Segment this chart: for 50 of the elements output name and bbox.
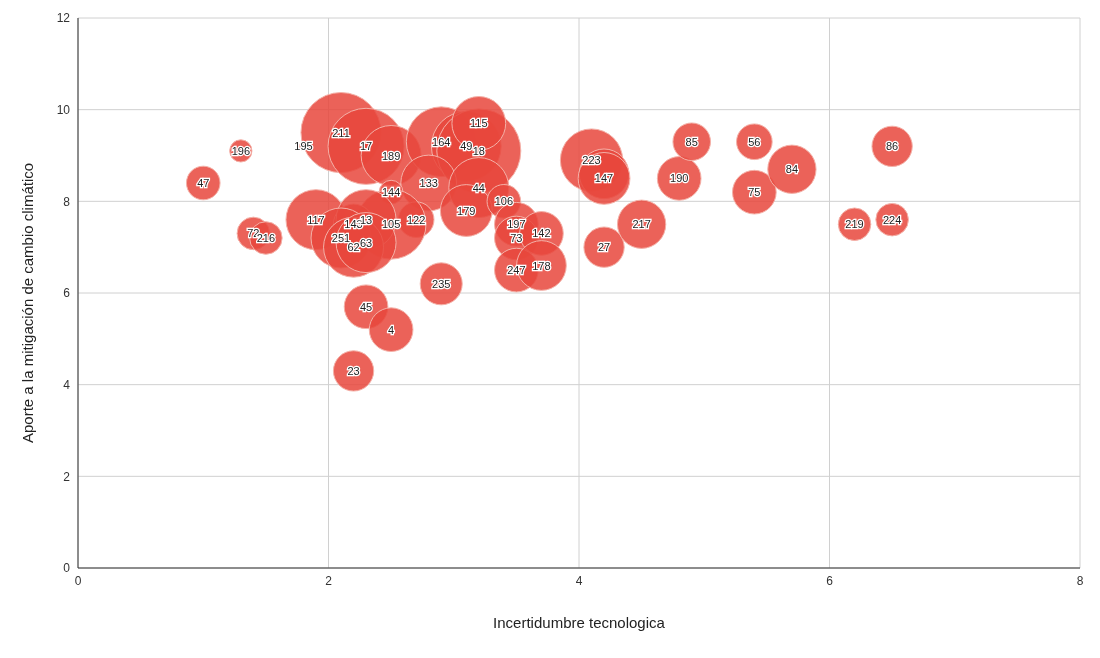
- x-tick-label: 0: [74, 573, 82, 588]
- annotation: 73: [510, 232, 523, 244]
- annotation: 196: [231, 144, 250, 157]
- annotation: 86: [886, 140, 899, 153]
- annotation: 189: [381, 149, 401, 162]
- annotation: 106: [494, 195, 514, 208]
- annotation: 47: [197, 177, 210, 189]
- y-tick-label: 10: [56, 102, 71, 117]
- annotation: 223: [582, 154, 601, 167]
- annotation: 190: [670, 172, 689, 185]
- annotation: 142: [532, 227, 551, 240]
- annotation: 178: [532, 259, 551, 272]
- annotation: 85: [685, 135, 698, 148]
- y-axis-title: Aporte a la mitigación de cambio climático: [19, 162, 37, 443]
- x-tick-label: 8: [1076, 573, 1084, 588]
- x-axis-title: Incertidumbre tecnologica: [493, 614, 666, 631]
- annotation: 247: [507, 264, 526, 277]
- annotation: 75: [748, 186, 761, 199]
- y-tick-label: 12: [56, 11, 71, 26]
- annotation: 45: [359, 300, 373, 313]
- annotation: 251: [331, 232, 351, 244]
- annotation: 105: [381, 218, 401, 231]
- annotation: 27: [597, 241, 611, 254]
- annotation: 217: [632, 218, 651, 231]
- x-tick-label: 6: [826, 573, 834, 588]
- x-tick-label: 4: [575, 573, 583, 588]
- annotation: 211: [332, 126, 350, 139]
- y-tick-label: 2: [63, 469, 71, 484]
- annotation: 44: [472, 181, 485, 194]
- annotation: 63: [359, 236, 373, 249]
- annotation: 144: [381, 186, 401, 199]
- annotation: 56: [748, 135, 761, 148]
- annotation: 197: [507, 218, 526, 231]
- annotation: 4: [388, 323, 395, 336]
- annotation: 224: [882, 213, 902, 226]
- annotation: 147: [594, 172, 614, 185]
- annotation: 117: [307, 213, 325, 226]
- annotation: 84: [785, 163, 799, 176]
- annotation: 17: [359, 140, 373, 153]
- annotation: 235: [432, 277, 451, 290]
- annotation: 133: [419, 177, 438, 189]
- annotation: 219: [845, 218, 864, 231]
- y-tick-label: 0: [63, 561, 71, 576]
- annotation: 23: [347, 364, 360, 377]
- y-tick-label: 4: [63, 377, 71, 392]
- y-tick-label: 8: [63, 194, 71, 209]
- annotation: 179: [457, 204, 476, 217]
- x-tick-label: 2: [325, 573, 333, 588]
- annotation: 122: [407, 213, 426, 226]
- y-tick-label: 6: [63, 286, 71, 301]
